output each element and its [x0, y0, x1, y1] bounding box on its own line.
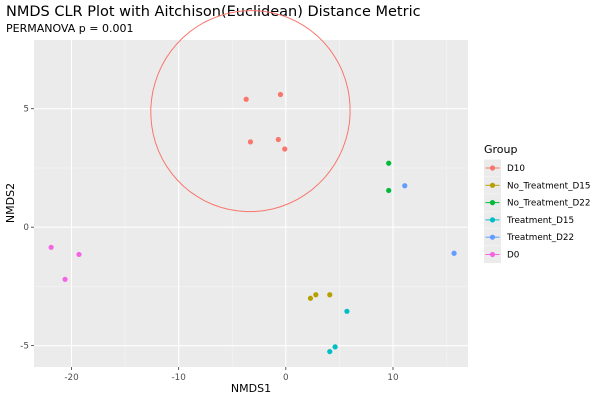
legend-label: No_Treatment_D15	[507, 181, 591, 191]
plot-panel	[34, 40, 468, 367]
legend-key-point	[489, 234, 496, 240]
legend-label: D10	[507, 164, 525, 174]
legend: Group D10 No_Treatment_D15 No_Treatment_D2…	[484, 143, 591, 263]
x-tick-label: -10	[171, 373, 186, 383]
legend-label: No_Treatment_D22	[507, 199, 591, 209]
point-treatment_d22	[402, 183, 408, 189]
point-d0	[48, 244, 54, 250]
y-axis-title: NMDS2	[4, 183, 17, 223]
y-tick-label: -5	[20, 342, 29, 352]
legend-key-point	[489, 165, 496, 171]
legend-title: Group	[484, 143, 518, 156]
confidence-ellipses	[150, 10, 351, 213]
legend-key-point	[489, 251, 496, 258]
point-no_treatment_d15	[327, 292, 333, 298]
chart-title: NMDS CLR Plot with Aitchison(Euclidean) …	[6, 4, 421, 20]
legend-label: D0	[507, 251, 520, 261]
point-treatment_d15	[327, 348, 333, 355]
grid-lines	[34, 40, 468, 367]
y-tick-label: 5	[23, 105, 29, 115]
chart-subtitle: PERMANOVA p = 0.001	[6, 22, 133, 35]
point-d10	[277, 91, 284, 98]
point-no_treatment_d15	[313, 292, 319, 298]
legend-key-point	[489, 200, 496, 206]
point-d10	[282, 146, 288, 152]
point-no_treatment_d22	[386, 160, 392, 166]
legend-label: Treatment_D15	[506, 216, 574, 226]
x-axis-title: NMDS1	[231, 382, 271, 395]
point-d10	[275, 136, 281, 143]
ellipse-d10	[150, 10, 351, 213]
point-no_treatment_d22	[386, 187, 392, 194]
legend-label: Treatment_D22	[506, 233, 574, 243]
point-d10	[247, 139, 254, 145]
legend-key-point	[489, 182, 496, 188]
point-no_treatment_d15	[307, 295, 314, 301]
point-d10	[243, 96, 249, 102]
point-treatment_d22	[451, 250, 457, 256]
x-tick-label: 0	[283, 373, 289, 383]
x-tick-label: 10	[387, 373, 399, 383]
point-d0	[62, 276, 68, 282]
point-treatment_d15	[332, 344, 338, 350]
y-tick-label: 0	[23, 223, 29, 233]
data-points	[48, 91, 457, 355]
point-d0	[76, 251, 82, 258]
legend-key-point	[489, 217, 496, 223]
x-tick-label: -20	[64, 373, 79, 383]
axis-ticks: -20 -10 0 10 -5 0 5	[20, 105, 399, 383]
point-treatment_d15	[344, 308, 350, 314]
